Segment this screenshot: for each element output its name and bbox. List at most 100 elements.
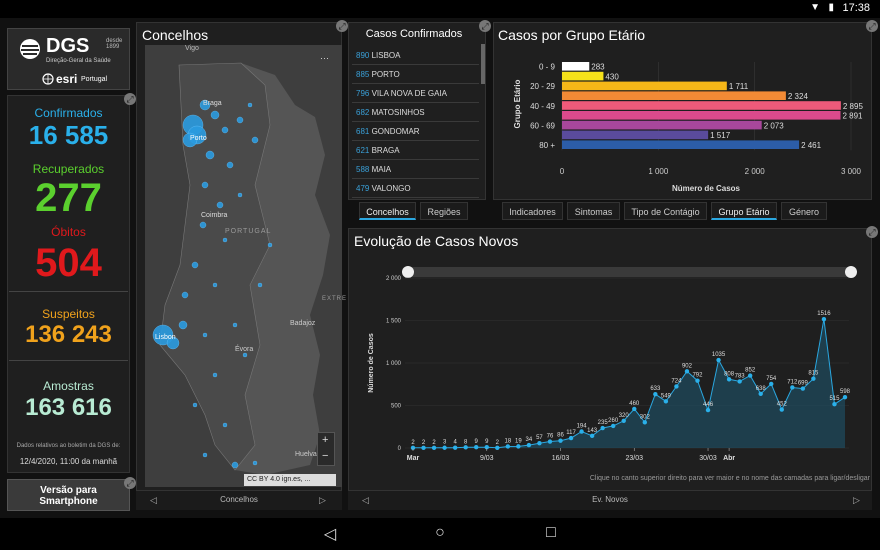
age-x-tick-label: 0 — [560, 167, 565, 176]
age-bar — [562, 101, 841, 110]
cases-list-row[interactable]: 681 GONDOMAR — [352, 122, 479, 141]
concelho-name: VILA NOVA DE GAIA — [371, 89, 448, 98]
daily-point-label: 302 — [640, 414, 651, 420]
daily-point — [421, 445, 426, 451]
daily-point-label: 724 — [671, 378, 682, 384]
zoom-out-button[interactable]: − — [322, 450, 329, 462]
daily-point-label: 143 — [587, 428, 598, 434]
daily-point-label: 117 — [566, 430, 576, 436]
tab-grupo-etario[interactable]: Grupo Etário — [711, 202, 777, 220]
daily-footer-next-icon[interactable]: ▷ — [853, 495, 860, 505]
esri-portugal: Portugal — [81, 76, 108, 83]
expand-age-chart-icon[interactable]: ⤢ — [866, 20, 878, 32]
map-footer: ◁ Concelhos ▷ — [136, 490, 342, 510]
concelho-name: MATOSINHOS — [371, 108, 425, 117]
smartphone-button-label: Versão para Smartphone — [39, 485, 98, 507]
daily-point-label: 76 — [547, 434, 554, 440]
tab-genero[interactable]: Género — [781, 202, 827, 220]
expand-cases-list-icon[interactable]: ⤢ — [479, 20, 491, 32]
suspects-label: Suspeitos — [42, 307, 95, 321]
daily-point-label: 633 — [650, 386, 661, 392]
cases-list-scrollbar[interactable] — [481, 44, 485, 84]
age-bar-value-label: 2 324 — [788, 92, 809, 101]
tab-sintomas[interactable]: Sintomas — [567, 202, 620, 220]
status-bar: ▼ ▮ 17:38 — [0, 0, 880, 18]
expand-daily-chart-icon[interactable]: ⤢ — [866, 226, 878, 238]
expand-smartphone-icon[interactable]: ⤢ — [124, 477, 136, 489]
daily-point-label: 515 — [829, 396, 840, 402]
map-canvas[interactable] — [145, 45, 342, 487]
daily-point-label: 452 — [777, 402, 788, 408]
daily-point-label: 792 — [692, 373, 703, 379]
daily-point — [758, 391, 763, 396]
cases-list-row[interactable]: 885 PORTO — [352, 65, 479, 84]
daily-point — [811, 376, 816, 381]
cases-list-row[interactable]: 890 LISBOA — [352, 46, 479, 65]
daily-point — [516, 444, 521, 449]
age-bar-value-label: 2 461 — [801, 141, 822, 150]
daily-point — [537, 440, 542, 446]
deaths-label: Óbitos — [51, 225, 86, 239]
cases-list-row[interactable]: 682 MATOSINHOS — [352, 103, 479, 122]
daily-y-tick-label: 1 500 — [386, 319, 402, 325]
daily-point-label: 549 — [661, 393, 672, 399]
expand-stats-icon[interactable]: ⤢ — [124, 93, 136, 105]
cases-list-row[interactable]: 588 MAIA — [352, 160, 479, 179]
daily-point — [610, 423, 616, 429]
daily-footer-prev-icon[interactable]: ◁ — [362, 495, 369, 505]
daily-point-label: 446 — [703, 402, 714, 408]
cases-list-row[interactable]: 479 VALONGO — [352, 179, 479, 198]
daily-x-tick-label: Abr — [723, 455, 735, 462]
cases-list-row[interactable]: 621 BRAGA — [352, 141, 479, 160]
back-icon[interactable]: ◁ — [323, 526, 337, 543]
zoom-in-button[interactable]: + — [322, 434, 329, 446]
expand-map-icon[interactable]: ⤢ — [336, 20, 348, 32]
daily-point — [695, 378, 700, 383]
date-range-slider[interactable] — [405, 267, 855, 277]
daily-y-tick-label: 2 000 — [386, 276, 402, 282]
cases-list-row[interactable]: 796 VILA NOVA DE GAIA — [352, 84, 479, 103]
cases-count: 681 — [356, 127, 372, 136]
source-note: Dados relativos ao boletim da DGS de: — [16, 443, 121, 449]
cases-count: 682 — [356, 108, 372, 117]
tab-tipo-contagio[interactable]: Tipo de Contágio — [624, 202, 707, 220]
map-label-braga: Braga — [203, 100, 222, 107]
cases-count: 890 — [356, 51, 372, 60]
age-bar-value-label: 283 — [591, 63, 605, 72]
concelho-name: GONDOMAR — [371, 127, 420, 136]
status-time: 17:38 — [842, 2, 870, 14]
cases-count: 479 — [356, 184, 372, 193]
slider-handle-end[interactable] — [845, 266, 857, 278]
map-footer-next-icon[interactable]: ▷ — [319, 495, 326, 505]
tab-concelhos[interactable]: Concelhos — [359, 202, 416, 220]
map-label-porto: Porto — [190, 135, 207, 142]
home-icon[interactable]: ○ — [435, 524, 445, 541]
daily-point-label: 1516 — [817, 311, 831, 317]
android-nav-bar: ◁ ○ □ — [0, 518, 880, 550]
daily-point-label: 699 — [798, 381, 809, 387]
daily-y-tick-label: 0 — [398, 446, 402, 452]
slider-handle-start[interactable] — [402, 266, 414, 278]
smartphone-version-button[interactable]: Versão para Smartphone — [7, 479, 130, 511]
daily-point-label: 2 — [411, 440, 415, 446]
age-bar — [562, 140, 800, 149]
age-y-tick-label: 0 - 9 — [539, 63, 556, 72]
daily-point — [579, 429, 584, 434]
tab-indicadores[interactable]: Indicadores — [502, 202, 563, 220]
map-footer-prev-icon[interactable]: ◁ — [150, 495, 157, 505]
map-more-button[interactable]: ··· — [320, 53, 329, 63]
daily-point — [800, 386, 806, 391]
map-label-extre: EXTRE — [322, 296, 348, 302]
concelho-name: PORTO — [371, 70, 400, 79]
map-title: Concelhos — [142, 27, 209, 43]
recents-icon[interactable]: □ — [546, 524, 556, 541]
daily-point — [600, 425, 605, 431]
zoom-controls: + − — [317, 432, 335, 466]
age-chart-title: Casos por Grupo Etário — [498, 27, 646, 43]
map-label-lisbon: Lisbon — [155, 334, 176, 341]
daily-point-label: 902 — [682, 363, 693, 369]
age-y-tick-label: 60 - 69 — [530, 121, 555, 130]
daily-point-label: 4 — [453, 440, 457, 446]
dgs-subtitle: Direção-Geral da Saúde — [46, 58, 111, 64]
tab-regioes[interactable]: Regiões — [420, 202, 468, 220]
